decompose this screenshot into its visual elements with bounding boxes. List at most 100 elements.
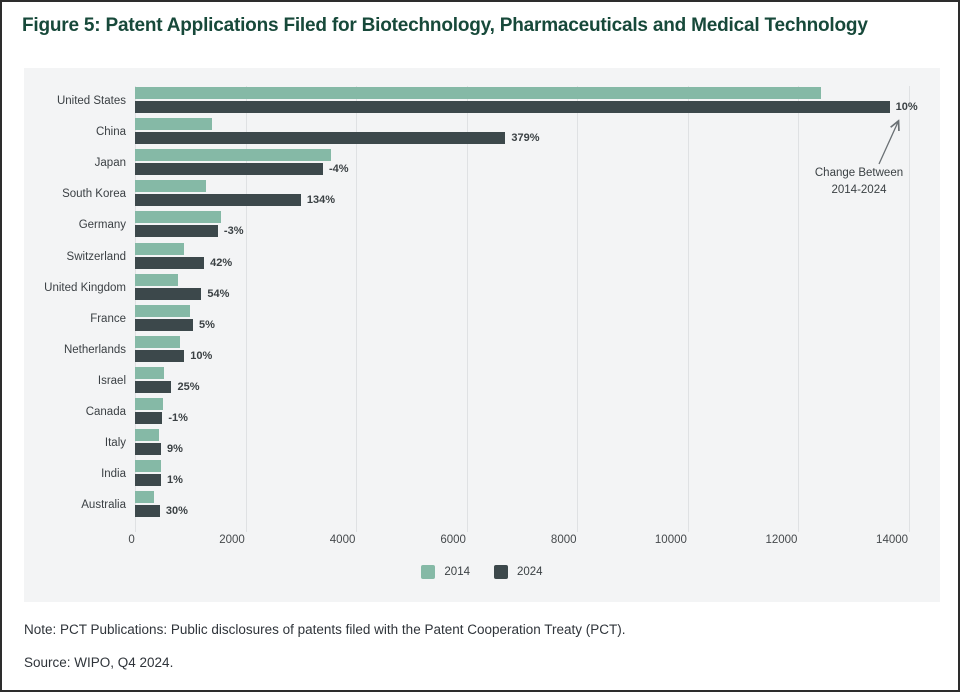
bar-2024 — [135, 349, 185, 362]
country-label: South Korea — [62, 188, 126, 201]
grid-line — [245, 86, 247, 532]
figure-title: Figure 5: Patent Applications Filed for … — [22, 15, 868, 36]
annotation-line-1: Change Between — [814, 167, 904, 179]
change-label: -1% — [168, 412, 188, 424]
source-text: Source: WIPO, Q4 2024. — [24, 655, 174, 670]
grid-line — [356, 86, 358, 532]
bar-2024 — [135, 256, 205, 269]
chart-row: India 1% — [101, 460, 909, 488]
change-label: 54% — [207, 287, 230, 300]
x-axis: 0 2000 4000 6000 8000 10000 12000 14000 — [128, 534, 909, 550]
bar-2014 — [135, 118, 213, 131]
bar-2014 — [135, 304, 191, 317]
chart-panel: United States 10% China 379% Japan -4% South K… — [24, 68, 940, 602]
change-label: 30% — [165, 505, 188, 518]
bar-2014 — [135, 398, 163, 410]
bar-2014 — [135, 273, 179, 286]
chart-row: United States 10% — [57, 87, 918, 115]
country-label: India — [101, 468, 126, 481]
grid-line — [909, 86, 910, 532]
x-tick-label: 0 — [128, 534, 135, 546]
bar-2014 — [135, 149, 332, 162]
legend-swatch-2024-icon — [494, 565, 508, 579]
change-label: 10% — [895, 101, 918, 113]
change-label: 134% — [306, 194, 335, 207]
country-label: Italy — [104, 437, 126, 450]
bar-2024 — [135, 225, 218, 238]
chart-row: United Kingdom 54% — [44, 273, 909, 302]
country-label: United States — [56, 95, 126, 107]
country-label: Germany — [78, 219, 126, 232]
chart-row: Israel 25% — [98, 366, 909, 395]
bar-2014 — [135, 366, 165, 379]
country-label: Australia — [81, 499, 126, 512]
change-label: 379% — [511, 132, 540, 145]
legend-swatch-2014-icon — [421, 565, 436, 579]
x-tick-label: 2000 — [219, 534, 245, 546]
country-label: Japan — [94, 157, 126, 170]
legend-item-2014: 2014 — [421, 565, 470, 579]
bar-2024 — [135, 380, 172, 393]
bar-2014 — [135, 335, 180, 348]
chart-annotation: Change Between 2014-2024 — [787, 165, 931, 199]
bar-2024 — [135, 163, 323, 176]
annotation-line-2: 2014-2024 — [831, 184, 887, 196]
bar-2014 — [135, 211, 221, 224]
grid-line — [687, 86, 689, 532]
x-tick-label: 6000 — [440, 534, 466, 546]
bar-2024 — [135, 194, 301, 207]
legend-label-2024: 2024 — [517, 566, 543, 578]
x-tick-label: 8000 — [550, 534, 577, 546]
bar-2024 — [135, 412, 163, 424]
chart-row: South Korea 134% — [62, 180, 909, 208]
chart-legend: 2014 2024 — [24, 565, 940, 579]
note-text: Note: PCT Publications: Public disclosur… — [24, 622, 626, 637]
bar-2014 — [135, 180, 206, 193]
bar-2014 — [135, 491, 155, 504]
chart-row: Japan -4% — [95, 149, 909, 177]
x-tick-label: 4000 — [329, 534, 356, 546]
change-label: 5% — [199, 318, 215, 331]
change-label: 42% — [210, 256, 233, 269]
bar-2024 — [135, 287, 202, 300]
country-label: Netherlands — [63, 343, 126, 356]
bar-2024 — [135, 443, 161, 456]
grid-line — [577, 86, 579, 532]
country-label: United Kingdom — [44, 281, 126, 294]
bar-2014 — [135, 242, 184, 255]
grid-line — [466, 86, 468, 532]
chart-row: Switzerland 42% — [67, 242, 909, 271]
x-tick-label: 10000 — [654, 534, 687, 546]
change-label: -3% — [223, 225, 244, 238]
chart-row: Australia 30% — [81, 491, 909, 519]
bar-2014 — [135, 460, 161, 473]
chart-row: Canada -1% — [86, 398, 909, 426]
country-label: China — [95, 126, 126, 139]
plot-area: United States 10% China 379% Japan -4% South K… — [44, 86, 918, 532]
chart-row: China 379% — [96, 118, 909, 146]
grid-line — [798, 86, 800, 532]
change-label: 9% — [166, 443, 183, 456]
x-tick-label: 12000 — [765, 534, 798, 546]
country-label: Israel — [97, 374, 126, 387]
chart-row: Germany -3% — [79, 211, 909, 239]
change-label: 10% — [190, 349, 213, 362]
change-label: 1% — [166, 474, 183, 487]
country-label: France — [90, 312, 126, 325]
x-tick-label: 14000 — [876, 534, 909, 546]
change-label: 25% — [177, 380, 200, 393]
change-label: -4% — [328, 163, 349, 176]
chart-row: Netherlands 10% — [64, 335, 909, 364]
country-label: Switzerland — [66, 250, 126, 263]
bar-2024 — [135, 505, 160, 518]
chart-row: France 5% — [90, 304, 909, 333]
legend-item-2024: 2024 — [494, 565, 543, 579]
chart-row: Italy 9% — [105, 429, 909, 457]
bar-2024 — [135, 101, 890, 113]
legend-label-2014: 2014 — [444, 566, 470, 578]
bar-2014 — [135, 87, 821, 99]
bar-2024 — [135, 318, 194, 331]
annotation-arrow-icon — [878, 116, 911, 165]
bar-2024 — [135, 474, 161, 487]
